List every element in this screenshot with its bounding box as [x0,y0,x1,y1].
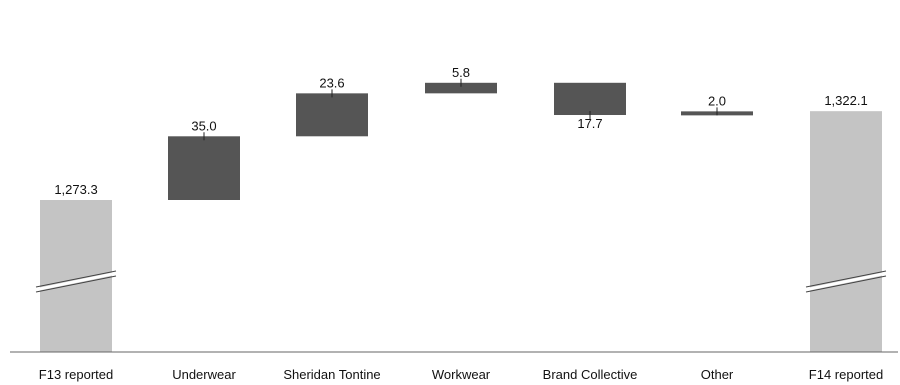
category-label-workwear: Workwear [432,367,491,382]
category-label-sheridan-tontine: Sheridan Tontine [283,367,380,382]
value-label-underwear: 35.0 [191,118,216,133]
connector-ticks-group [203,78,718,141]
axis-break-line [35,270,117,288]
axis-break-line [35,275,117,293]
value-label-sheridan-tontine: 23.6 [319,75,344,90]
category-label-underwear: Underwear [172,367,236,382]
bar-f14-reported [810,111,882,353]
category-label-other: Other [701,367,734,382]
bar-underwear [168,136,240,200]
category-label-f13-reported: F13 reported [39,367,113,382]
axis-break-line [805,270,887,288]
value-label-f13-reported: 1,273.3 [54,182,97,197]
value-label-f14-reported: 1,322.1 [824,93,867,108]
bar-brand-collective [554,82,626,116]
bars-group [40,82,882,353]
value-labels-group: 1,273.3 35.0 23.6 5.8 17.7 2.0 1,322.1 [54,65,867,197]
axis-break-gap [37,272,115,291]
axis-break-line [805,275,887,293]
value-label-workwear: 5.8 [452,65,470,80]
bar-sheridan-tontine [296,93,368,137]
bar-workwear [425,82,497,94]
axis-break-gap [807,272,885,291]
value-label-brand-collective: 17.7 [577,116,602,131]
value-label-other: 2.0 [708,93,726,108]
axis-break-marks [35,270,887,293]
category-label-f14-reported: F14 reported [809,367,883,382]
category-label-brand-collective: Brand Collective [543,367,638,382]
category-labels-group: F13 reported Underwear Sheridan Tontine Wor… [39,367,883,382]
